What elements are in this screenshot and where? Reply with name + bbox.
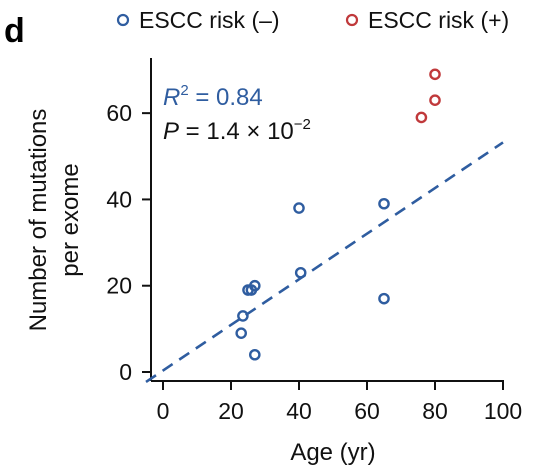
data-point-series-0-0 <box>235 327 247 339</box>
data-point-series-0-5 <box>248 348 261 361</box>
panel-label: d <box>4 12 25 50</box>
data-point-series-0-7 <box>294 266 307 279</box>
data-point-series-1-1 <box>429 94 441 106</box>
legend-label-escc-risk-positive: ESCC risk (+) <box>368 7 509 33</box>
x-tick-label-80: 80 <box>422 398 448 424</box>
legend-label-escc-risk-negative: ESCC risk (–) <box>139 7 280 33</box>
x-tick-label-20: 20 <box>218 398 244 424</box>
y-tick-label-20: 20 <box>106 273 132 299</box>
data-points <box>235 68 441 361</box>
p-value-value: = 1.4 × 10 <box>179 118 294 145</box>
fit-line-group <box>145 141 504 384</box>
y-axis-title-line-1: Number of mutations <box>25 109 52 332</box>
y-tick-label-0: 0 <box>119 359 132 385</box>
r-squared-superscript: 2 <box>180 82 188 99</box>
data-point-series-0-1 <box>237 310 249 322</box>
legend-marker-escc-risk-positive <box>345 13 359 27</box>
data-point-series-1-0 <box>415 111 428 124</box>
x-axis-title: Age (yr) <box>290 439 375 466</box>
p-value-annotation: P = 1.4 × 10−2 <box>163 116 311 145</box>
r-squared-annotation: R2 = 0.84 <box>163 82 263 111</box>
x-tick-label-100: 100 <box>484 398 522 424</box>
r-squared-symbol: R <box>163 84 180 111</box>
data-point-series-1-2 <box>429 68 441 81</box>
data-point-series-0-9 <box>378 292 390 305</box>
regression-fit-line <box>145 141 504 384</box>
data-point-series-0-6 <box>293 202 305 214</box>
y-tick-label-40: 40 <box>106 186 132 212</box>
y-axis-title-line-2: per exome <box>57 163 84 276</box>
p-value-symbol: P <box>163 118 179 145</box>
x-tick-label-40: 40 <box>286 398 312 424</box>
axes: 0 20 40 60 80 100 0 20 40 60 <box>106 58 522 424</box>
y-tick-label-60: 60 <box>106 100 132 126</box>
legend: ESCC risk (–) ESCC risk (+) <box>116 7 509 33</box>
p-value-exponent: −2 <box>294 116 311 133</box>
data-point-series-0-8 <box>378 197 390 210</box>
r-squared-value: = 0.84 <box>189 84 263 111</box>
legend-marker-escc-risk-negative <box>116 13 130 27</box>
x-tick-label-0: 0 <box>157 398 170 424</box>
data-point-series-0-4 <box>248 279 261 292</box>
x-tick-label-60: 60 <box>354 398 380 424</box>
